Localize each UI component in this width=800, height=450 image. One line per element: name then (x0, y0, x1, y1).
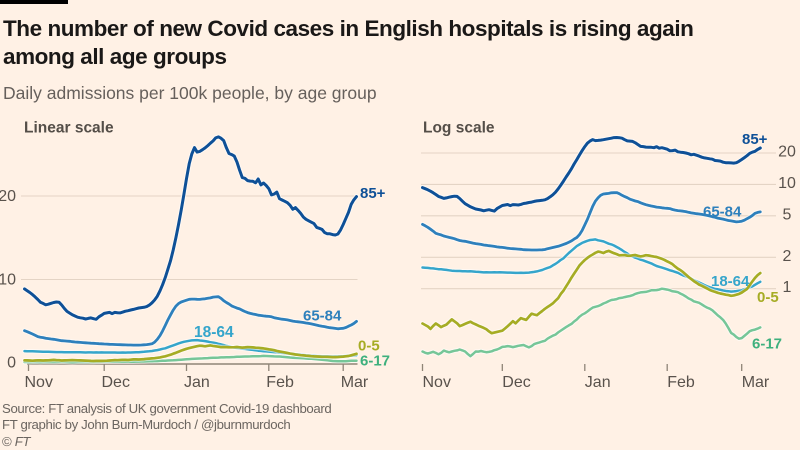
svg-text:0-5: 0-5 (757, 289, 779, 306)
svg-text:18-64: 18-64 (194, 324, 234, 341)
svg-text:Feb: Feb (667, 374, 695, 391)
svg-text:Dec: Dec (502, 374, 530, 391)
svg-text:10: 10 (778, 175, 796, 192)
svg-text:65-84: 65-84 (703, 204, 742, 221)
svg-text:0-5: 0-5 (358, 338, 380, 355)
svg-text:20: 20 (0, 188, 16, 205)
svg-text:Linear scale: Linear scale (24, 120, 114, 137)
svg-text:Feb: Feb (266, 374, 294, 391)
svg-text:10: 10 (0, 272, 16, 289)
svg-text:85+: 85+ (360, 185, 386, 202)
svg-text:Nov: Nov (25, 374, 53, 391)
svg-text:Log scale: Log scale (423, 120, 495, 137)
svg-text:5: 5 (783, 206, 792, 223)
svg-text:0: 0 (7, 355, 16, 372)
svg-text:20: 20 (778, 144, 796, 161)
svg-text:Jan: Jan (585, 374, 611, 391)
svg-text:2: 2 (783, 248, 792, 265)
svg-text:18-64: 18-64 (711, 273, 750, 290)
svg-text:6-17: 6-17 (360, 353, 390, 370)
svg-text:1: 1 (783, 279, 792, 296)
svg-text:Jan: Jan (184, 374, 210, 391)
svg-text:65-84: 65-84 (303, 308, 342, 325)
svg-text:Nov: Nov (423, 374, 451, 391)
svg-text:Mar: Mar (742, 374, 770, 391)
svg-text:85+: 85+ (742, 131, 768, 148)
svg-text:Mar: Mar (341, 374, 369, 391)
svg-text:Dec: Dec (102, 374, 130, 391)
svg-text:6-17: 6-17 (752, 336, 782, 353)
